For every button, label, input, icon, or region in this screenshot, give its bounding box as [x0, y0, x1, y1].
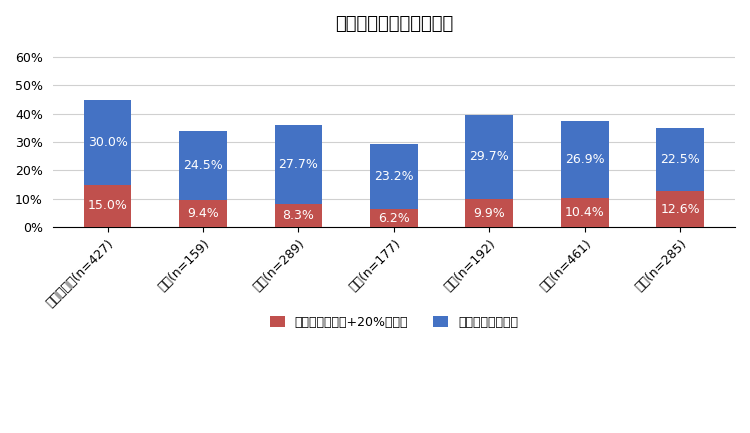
Text: 23.2%: 23.2% [374, 170, 414, 183]
Bar [466, 115, 513, 199]
Text: 27.7%: 27.7% [278, 158, 319, 171]
Text: 24.5%: 24.5% [183, 159, 223, 172]
Text: 6.2%: 6.2% [378, 212, 410, 225]
Text: 8.3%: 8.3% [283, 209, 314, 222]
Bar [561, 121, 608, 197]
Bar [179, 200, 226, 227]
Bar [274, 125, 322, 204]
Bar [466, 199, 513, 227]
Bar [84, 100, 131, 184]
Bar [656, 191, 704, 227]
Text: 29.7%: 29.7% [470, 150, 509, 163]
Legend: 増加している（+20%以上）, やや増加している: 増加している（+20%以上）, やや増加している [265, 310, 523, 334]
Bar [370, 210, 418, 227]
Bar [656, 128, 704, 191]
Text: 12.6%: 12.6% [660, 203, 700, 216]
Text: 9.9%: 9.9% [473, 207, 506, 220]
Bar [561, 197, 608, 227]
Text: 22.5%: 22.5% [660, 153, 700, 166]
Text: 15.0%: 15.0% [88, 199, 128, 212]
Bar [179, 131, 226, 200]
Title: 所属する部局以外の部局: 所属する部局以外の部局 [334, 15, 453, 33]
Text: 10.4%: 10.4% [565, 206, 604, 219]
Bar [370, 144, 418, 210]
Bar [84, 184, 131, 227]
Text: 26.9%: 26.9% [565, 153, 604, 166]
Text: 30.0%: 30.0% [88, 136, 128, 149]
Bar [274, 204, 322, 227]
Text: 9.4%: 9.4% [188, 207, 219, 220]
